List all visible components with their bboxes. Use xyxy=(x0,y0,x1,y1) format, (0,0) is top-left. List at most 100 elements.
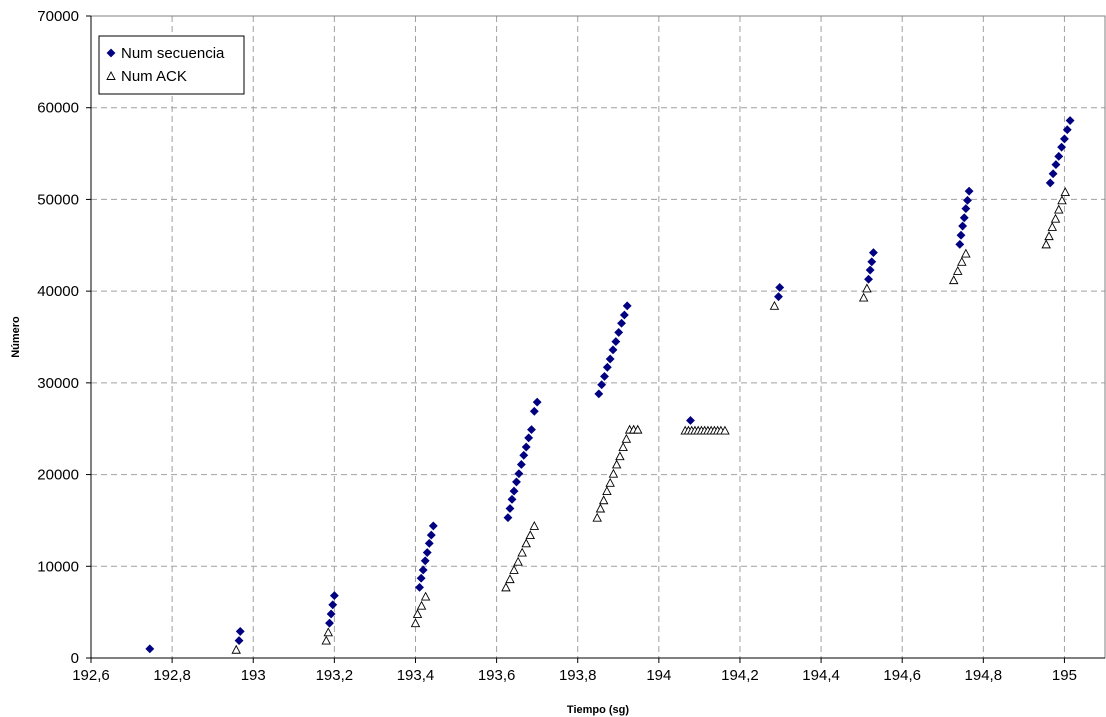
data-point xyxy=(1048,169,1058,179)
data-point xyxy=(420,591,431,601)
data-point xyxy=(418,565,428,575)
data-point xyxy=(521,442,531,452)
legend: Num secuencia Num ACK xyxy=(98,35,245,95)
data-point xyxy=(529,406,539,416)
data-point xyxy=(509,564,519,574)
data-point xyxy=(329,591,339,601)
data-point xyxy=(769,300,780,310)
data-point xyxy=(1057,142,1067,152)
plot-area-frame xyxy=(90,15,1106,659)
x-tick-label: 192,6 xyxy=(72,667,110,684)
data-point xyxy=(956,230,966,240)
data-point xyxy=(328,600,338,610)
legend-marker xyxy=(106,71,116,80)
data-point xyxy=(622,301,632,311)
data-point xyxy=(1054,151,1064,161)
data-point xyxy=(602,362,612,372)
data-point xyxy=(428,521,438,531)
data-point xyxy=(420,556,430,566)
data-point xyxy=(959,213,969,223)
legend-item: Num secuencia xyxy=(106,45,225,62)
data-point xyxy=(513,556,523,566)
legend-label: Num ACK xyxy=(121,68,187,85)
legend-marker xyxy=(106,48,116,58)
data-point xyxy=(864,274,873,284)
data-point xyxy=(611,337,621,347)
legend-box xyxy=(98,35,245,95)
data-point xyxy=(1054,204,1064,214)
data-point xyxy=(514,469,524,479)
data-point xyxy=(1062,125,1072,135)
data-point xyxy=(503,513,513,523)
data-point xyxy=(410,618,421,628)
data-point xyxy=(145,644,155,654)
data-point xyxy=(426,530,436,540)
data-point xyxy=(617,318,626,328)
data-point xyxy=(325,618,334,628)
data-point xyxy=(422,548,432,557)
data-point xyxy=(1044,231,1054,241)
data-point xyxy=(519,450,529,460)
data-point xyxy=(595,503,606,513)
data-point xyxy=(615,451,625,461)
data-point xyxy=(235,626,245,636)
data-point xyxy=(597,380,607,390)
data-point xyxy=(774,292,783,302)
data-point xyxy=(958,221,968,231)
y-tick-label: 50000 xyxy=(37,191,79,208)
x-tick-label: 194,8 xyxy=(965,667,1003,684)
data-point xyxy=(611,459,622,469)
data-point xyxy=(517,547,527,557)
data-point xyxy=(961,248,971,258)
data-point xyxy=(961,204,971,214)
data-point xyxy=(512,477,521,487)
data-point xyxy=(505,574,515,584)
data-point xyxy=(614,327,624,337)
x-tick-label: 195 xyxy=(1052,667,1077,684)
data-point xyxy=(323,627,334,637)
data-point xyxy=(868,248,878,258)
data-point xyxy=(1041,239,1051,249)
data-point xyxy=(600,372,609,381)
data-point xyxy=(720,425,730,435)
x-tick-label: 193,4 xyxy=(397,667,435,684)
data-point xyxy=(948,275,959,285)
x-axis-title: Tiempo (sg) xyxy=(567,704,629,716)
legend-item: Num ACK xyxy=(106,68,187,85)
data-point xyxy=(416,573,426,583)
data-point xyxy=(964,186,974,196)
data-point xyxy=(957,256,967,266)
data-point xyxy=(525,530,536,540)
data-point xyxy=(1045,178,1055,188)
x-tick-label: 194,4 xyxy=(802,667,840,684)
data-point xyxy=(594,389,604,399)
data-point xyxy=(605,354,615,364)
x-tick-label: 193,8 xyxy=(559,667,597,684)
data-point xyxy=(963,195,972,205)
data-point xyxy=(858,292,869,302)
data-point xyxy=(1060,134,1069,144)
data-point xyxy=(1050,213,1061,223)
y-tick-label: 40000 xyxy=(37,283,79,300)
data-point xyxy=(955,239,965,249)
data-point xyxy=(516,460,526,469)
x-tick-label: 194,6 xyxy=(883,667,921,684)
data-point xyxy=(416,600,427,610)
data-point xyxy=(412,609,423,618)
x-tick-label: 193,6 xyxy=(478,667,516,684)
data-point xyxy=(1065,116,1075,125)
x-tick-label: 193 xyxy=(241,667,266,684)
y-tick-label: 0 xyxy=(71,650,79,667)
series-num-ack xyxy=(231,187,1071,654)
data-point xyxy=(505,504,515,513)
x-tick-label: 194,2 xyxy=(721,667,759,684)
data-point xyxy=(775,283,785,292)
data-point xyxy=(521,538,531,548)
data-point xyxy=(532,397,542,407)
data-point xyxy=(524,433,534,443)
y-tick-label: 10000 xyxy=(37,558,79,575)
x-tick-label: 192,8 xyxy=(153,667,191,684)
data-point xyxy=(415,582,424,592)
data-point xyxy=(1060,187,1071,197)
y-tick-label: 60000 xyxy=(37,100,79,117)
